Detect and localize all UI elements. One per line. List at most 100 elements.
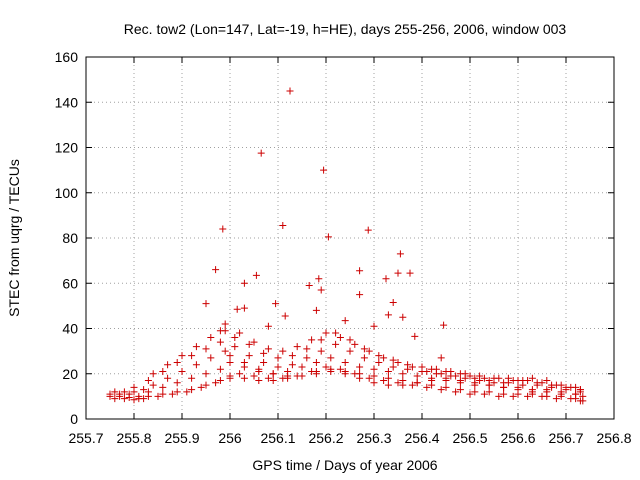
data-point [192,343,200,351]
data-point [375,358,383,366]
data-point [360,354,368,362]
data-point [308,367,316,375]
data-point [284,372,292,380]
data-point [399,370,407,378]
y-tick-label: 140 [55,94,79,110]
chart-title: Rec. tow2 (Lon=147, Lat=-19, h=HE), days… [124,21,567,37]
data-point [192,361,200,369]
data-point [240,279,248,287]
data-point [111,395,119,403]
data-point [346,336,354,344]
x-tick-label: 256.4 [404,430,439,446]
data-point [394,269,402,277]
data-point [226,374,234,382]
y-tick-label: 160 [55,49,79,65]
data-point [456,370,464,378]
data-point [394,379,402,387]
data-point [202,345,210,353]
data-point [144,388,152,396]
data-point [389,298,397,306]
data-point [437,370,445,378]
data-point [173,358,181,366]
data-point [173,379,181,387]
data-point [341,317,349,325]
data-point [188,374,196,382]
data-point [202,381,210,389]
y-axis-label: STEC from uqrg / TECUs [6,159,22,317]
x-tick-label: 256.1 [260,430,295,446]
data-point [514,386,522,394]
x-tick-label: 256.7 [548,430,583,446]
data-point [252,271,260,279]
data-point [250,338,258,346]
data-point [312,358,320,366]
data-point [221,347,229,355]
data-point [495,392,503,400]
data-point [120,395,128,403]
data-point [130,396,138,404]
data-point [327,367,335,375]
x-tick-label: 256.8 [596,430,631,446]
data-point [140,395,148,403]
data-point [351,340,359,348]
data-point [576,397,584,405]
data-point [428,365,436,373]
data-point [504,374,512,382]
data-point [164,361,172,369]
data-point [286,87,294,95]
data-point [346,347,354,355]
data-point [437,354,445,362]
data-point [322,329,330,337]
data-point [250,372,258,380]
data-point [216,377,224,385]
data-point [356,363,364,371]
data-point [130,383,138,391]
data-point [380,354,388,362]
data-point [423,367,431,375]
data-point [269,370,277,378]
data-point [572,390,580,398]
data-point [413,379,421,387]
data-point [480,374,488,382]
x-tick-label: 256 [218,430,242,446]
data-point [212,266,220,274]
data-point [233,305,241,313]
data-point [356,267,364,275]
data-point [528,388,536,396]
data-point [305,282,313,290]
data-point [260,358,268,366]
data-point [281,312,289,320]
data-point [149,370,157,378]
data-point [178,352,186,360]
data-point [384,367,392,375]
data-point [538,379,546,387]
data-point [149,381,157,389]
data-point [408,363,416,371]
data-point [269,377,277,385]
data-point [264,322,272,330]
y-tick-label: 80 [62,230,78,246]
y-tick-label: 0 [70,411,78,427]
data-point [312,306,320,314]
data-point [216,327,224,335]
data-point [293,343,301,351]
data-point [202,370,210,378]
data-point [495,374,503,382]
data-point [471,374,479,382]
data-point [159,390,167,398]
data-point [576,386,584,394]
data-point [240,304,248,312]
y-tick-label: 40 [62,321,78,337]
data-point [452,388,460,396]
data-point [226,352,234,360]
data-point [452,372,460,380]
data-point [442,383,450,391]
data-point [236,370,244,378]
x-tick-label: 255.7 [68,430,103,446]
data-point [106,390,114,398]
data-point [236,329,244,337]
x-tick-label: 256.3 [356,430,391,446]
data-point [404,361,412,369]
data-point [317,286,325,294]
